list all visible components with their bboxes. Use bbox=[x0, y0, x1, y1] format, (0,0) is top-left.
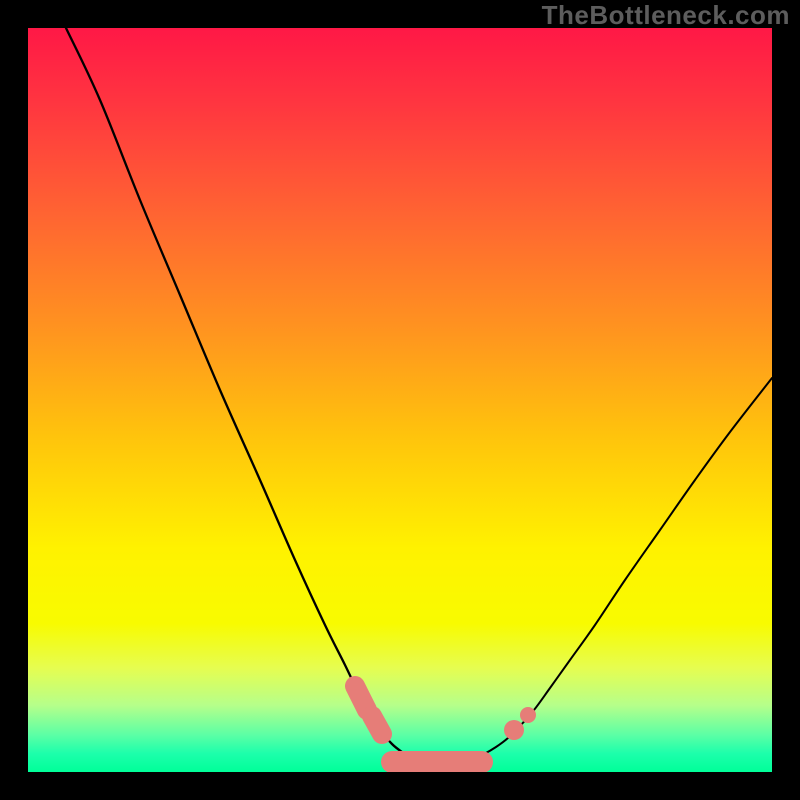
watermark-text: TheBottleneck.com bbox=[542, 0, 790, 31]
highlight-circle bbox=[520, 707, 536, 723]
chart-container: TheBottleneck.com bbox=[0, 0, 800, 800]
highlight-capsule bbox=[372, 716, 382, 734]
plot-background bbox=[28, 28, 772, 772]
bottleneck-curve-chart bbox=[0, 0, 800, 800]
highlight-capsule bbox=[355, 686, 367, 710]
highlight-circle bbox=[504, 720, 524, 740]
